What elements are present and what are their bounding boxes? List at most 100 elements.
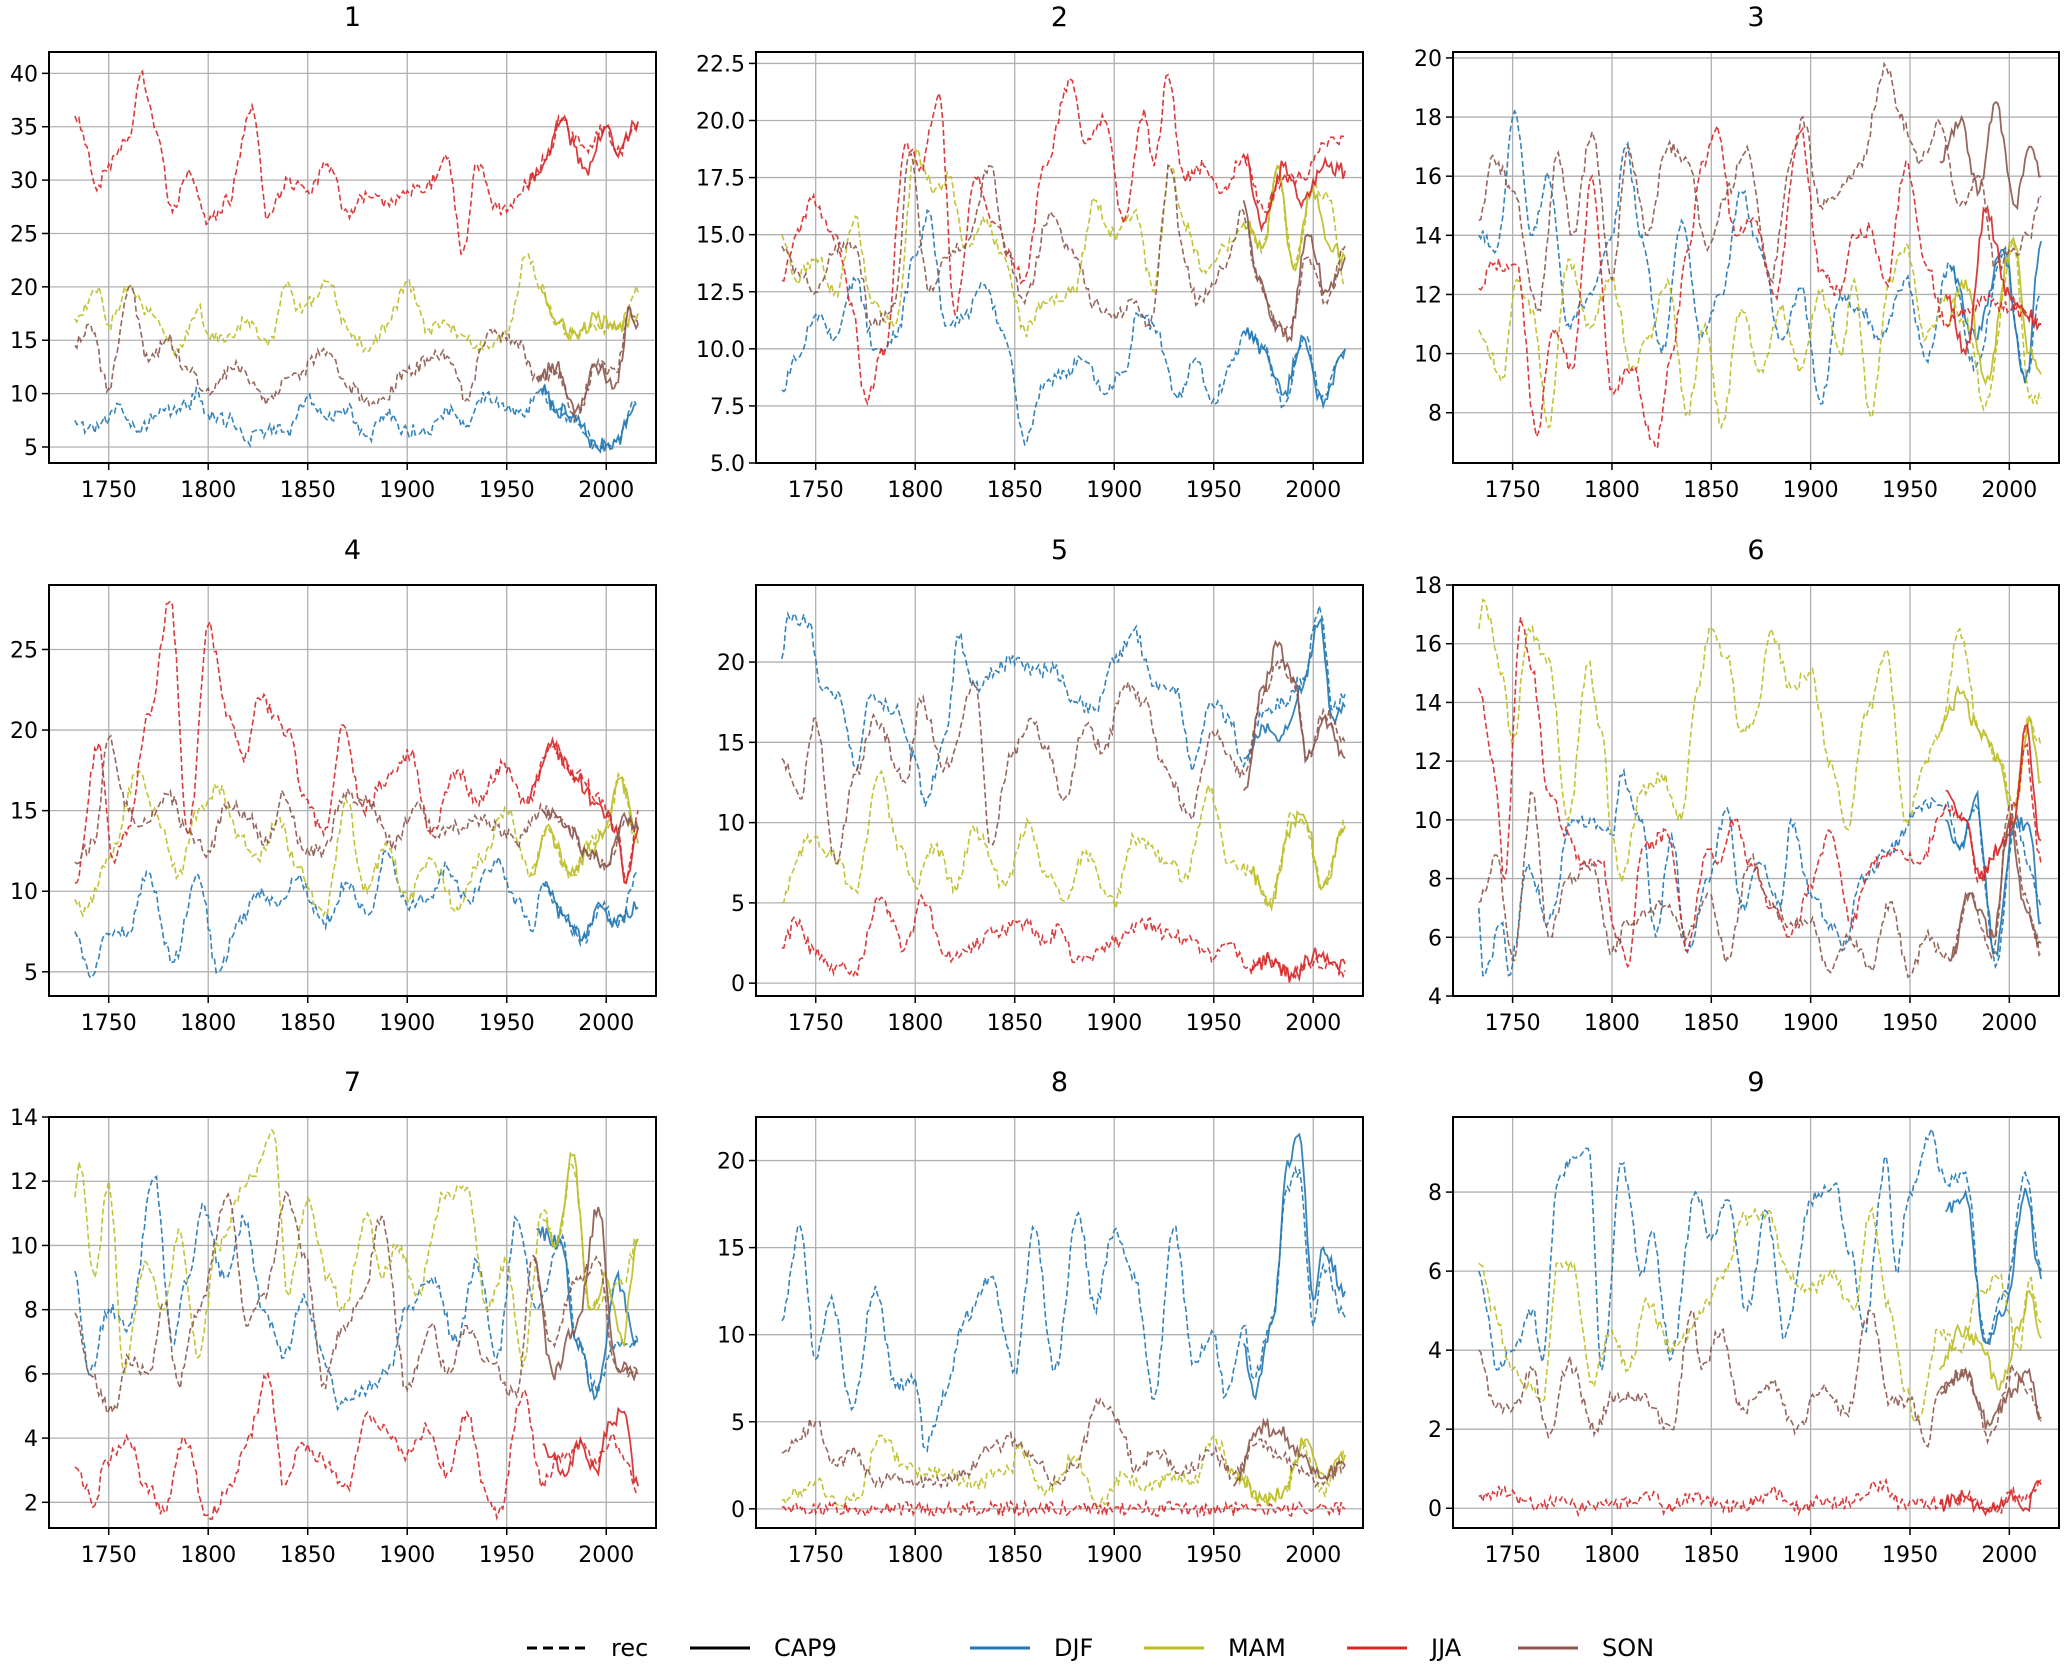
x-tick-label: 1900: [1086, 478, 1142, 503]
legend-item-jja: JJA: [1345, 1628, 1461, 1668]
chart-title: 3: [1747, 2, 1764, 33]
y-tick-label: 8: [1428, 402, 1442, 427]
x-tick-label: 1800: [887, 1543, 943, 1568]
x-tick-label: 1750: [1485, 1011, 1541, 1036]
panel-1: 1 1750 1800 1850 1900 1950 2000 5 10 15 20 25 30 35 40: [0, 0, 666, 511]
legend-item-djf: DJF: [968, 1628, 1093, 1668]
x-tick-label: 1950: [479, 1543, 535, 1568]
series-rec-jja: [1478, 1477, 2042, 1518]
chart-title: 7: [344, 1067, 361, 1098]
legend-label: MAM: [1228, 1634, 1286, 1662]
series-cap9-djf: [1242, 1132, 1346, 1401]
x-tick-label: 1850: [987, 1011, 1043, 1036]
series-cap9-son: [1939, 101, 2042, 211]
series-rec-mam: [74, 769, 639, 918]
y-tick-label: 25: [10, 638, 38, 663]
y-tick-label: 14: [10, 1106, 38, 1131]
y-tick-label: 20: [10, 276, 38, 301]
legend-item-mam: MAM: [1142, 1628, 1286, 1668]
x-tick-label: 2000: [1981, 1011, 2037, 1036]
series-cap9-jja: [1944, 204, 2042, 357]
plot-frame: [48, 51, 657, 464]
y-tick-label: 10: [717, 1324, 745, 1349]
series-cap9-son: [1232, 1417, 1346, 1487]
series-cap9-jja: [1242, 152, 1346, 233]
y-tick-label: 12: [1414, 283, 1442, 308]
x-tick-label: 1900: [1783, 478, 1839, 503]
series-cap9-djf: [539, 384, 637, 454]
y-tick-label: 20: [1414, 47, 1442, 72]
x-tick-label: 1800: [1584, 478, 1640, 503]
series-cap9-jja: [526, 736, 639, 885]
series-rec-djf: [1478, 767, 2042, 977]
x-tick-label: 1750: [1485, 1543, 1541, 1568]
series-cap9-mam: [1242, 165, 1346, 272]
series-rec-djf: [781, 1165, 1346, 1453]
series-cap9-djf: [1243, 616, 1346, 760]
chart-svg-2: 2 1750 1800 1850 1900 1950 2000 5.0 7.5 10.0 12.5 1…: [696, 2, 1364, 503]
y-tick-label: 15: [717, 731, 745, 756]
x-tick-label: 1900: [1086, 1011, 1142, 1036]
chart-svg-4: 4 1750 1800 1850 1900 1950 2000 5 10 15 20 25: [10, 535, 657, 1036]
chart-svg-5: 5 1750 1800 1850 1900 1950 2000 0 5 10 15 20: [717, 535, 1364, 1036]
series-rec-djf: [1478, 1126, 2042, 1371]
series-rec-jja: [781, 1498, 1346, 1518]
series-cap9-djf: [536, 1226, 639, 1401]
y-tick-label: 5: [24, 961, 38, 986]
y-tick-label: 0: [731, 1498, 745, 1523]
x-tick-label: 1750: [81, 1543, 137, 1568]
y-tick-label: 15: [10, 329, 38, 354]
y-tick-label: 25: [10, 222, 38, 247]
series-rec-jja: [1478, 123, 2042, 450]
chart-svg-1: 1 1750 1800 1850 1900 1950 2000 5 10 15 20 25 30 35 40: [10, 2, 657, 503]
y-tick-label: 5: [731, 1411, 745, 1436]
x-tick-label: 1850: [1683, 478, 1739, 503]
y-tick-label: 17.5: [696, 167, 745, 192]
series-cap9-djf: [1944, 1187, 2042, 1346]
x-tick-label: 1900: [1783, 1543, 1839, 1568]
plot-frame: [1452, 51, 2060, 464]
x-tick-label: 1950: [1186, 478, 1242, 503]
x-tick-label: 1800: [180, 1543, 236, 1568]
x-tick-label: 2000: [578, 1543, 634, 1568]
panel-2: 2 1750 1800 1850 1900 1950 2000 5.0 7.5 10.0 12.5 1…: [696, 0, 1373, 511]
series-cap9-mam: [1249, 809, 1346, 912]
small-multiples-grid: 1 1750 1800 1850 1900 1950 2000 5 10 15 20 25 30 35 40…: [0, 0, 2067, 1568]
plot-frame: [755, 584, 1364, 997]
series-cap9-jja: [1939, 1480, 2042, 1517]
legend-item-cap9: CAP9: [688, 1628, 837, 1668]
y-tick-label: 2: [24, 1491, 38, 1516]
x-tick-label: 1750: [788, 1011, 844, 1036]
x-tick-label: 1800: [887, 478, 943, 503]
y-tick-label: 15.0: [696, 224, 745, 249]
legend-swatch-son: [1518, 1646, 1578, 1650]
chart-title: 5: [1051, 535, 1068, 566]
panel-6: 6 1750 1800 1850 1900 1950 2000 4 6 8 10 12 14 16 18: [1393, 533, 2067, 1044]
series-cap9-jja: [1249, 947, 1346, 983]
plot-frame: [1452, 1116, 2060, 1529]
x-tick-label: 1950: [1186, 1543, 1242, 1568]
y-tick-label: 12: [1414, 750, 1442, 775]
y-tick-label: 8: [1428, 1181, 1442, 1206]
x-tick-label: 1750: [81, 1011, 137, 1036]
x-tick-label: 1950: [1882, 478, 1938, 503]
x-tick-label: 2000: [1285, 1011, 1341, 1036]
series-rec-djf: [781, 605, 1346, 807]
x-tick-label: 1750: [1485, 478, 1541, 503]
plot-frame: [48, 584, 657, 997]
y-tick-label: 10: [10, 1234, 38, 1259]
x-tick-label: 1850: [987, 478, 1043, 503]
x-tick-label: 1800: [887, 1011, 943, 1036]
panel-5: 5 1750 1800 1850 1900 1950 2000 0 5 10 15 20: [696, 533, 1373, 1044]
x-tick-label: 1850: [280, 1011, 336, 1036]
y-tick-label: 20: [10, 719, 38, 744]
y-tick-label: 8: [1428, 868, 1442, 893]
x-tick-label: 2000: [1285, 478, 1341, 503]
legend-label: DJF: [1054, 1634, 1094, 1662]
y-tick-label: 40: [10, 62, 38, 87]
series-cap9-mam: [542, 1151, 639, 1348]
y-tick-label: 10: [10, 383, 38, 408]
y-tick-label: 5.0: [710, 452, 745, 477]
series-cap9-jja: [525, 114, 639, 192]
y-tick-label: 5: [731, 892, 745, 917]
